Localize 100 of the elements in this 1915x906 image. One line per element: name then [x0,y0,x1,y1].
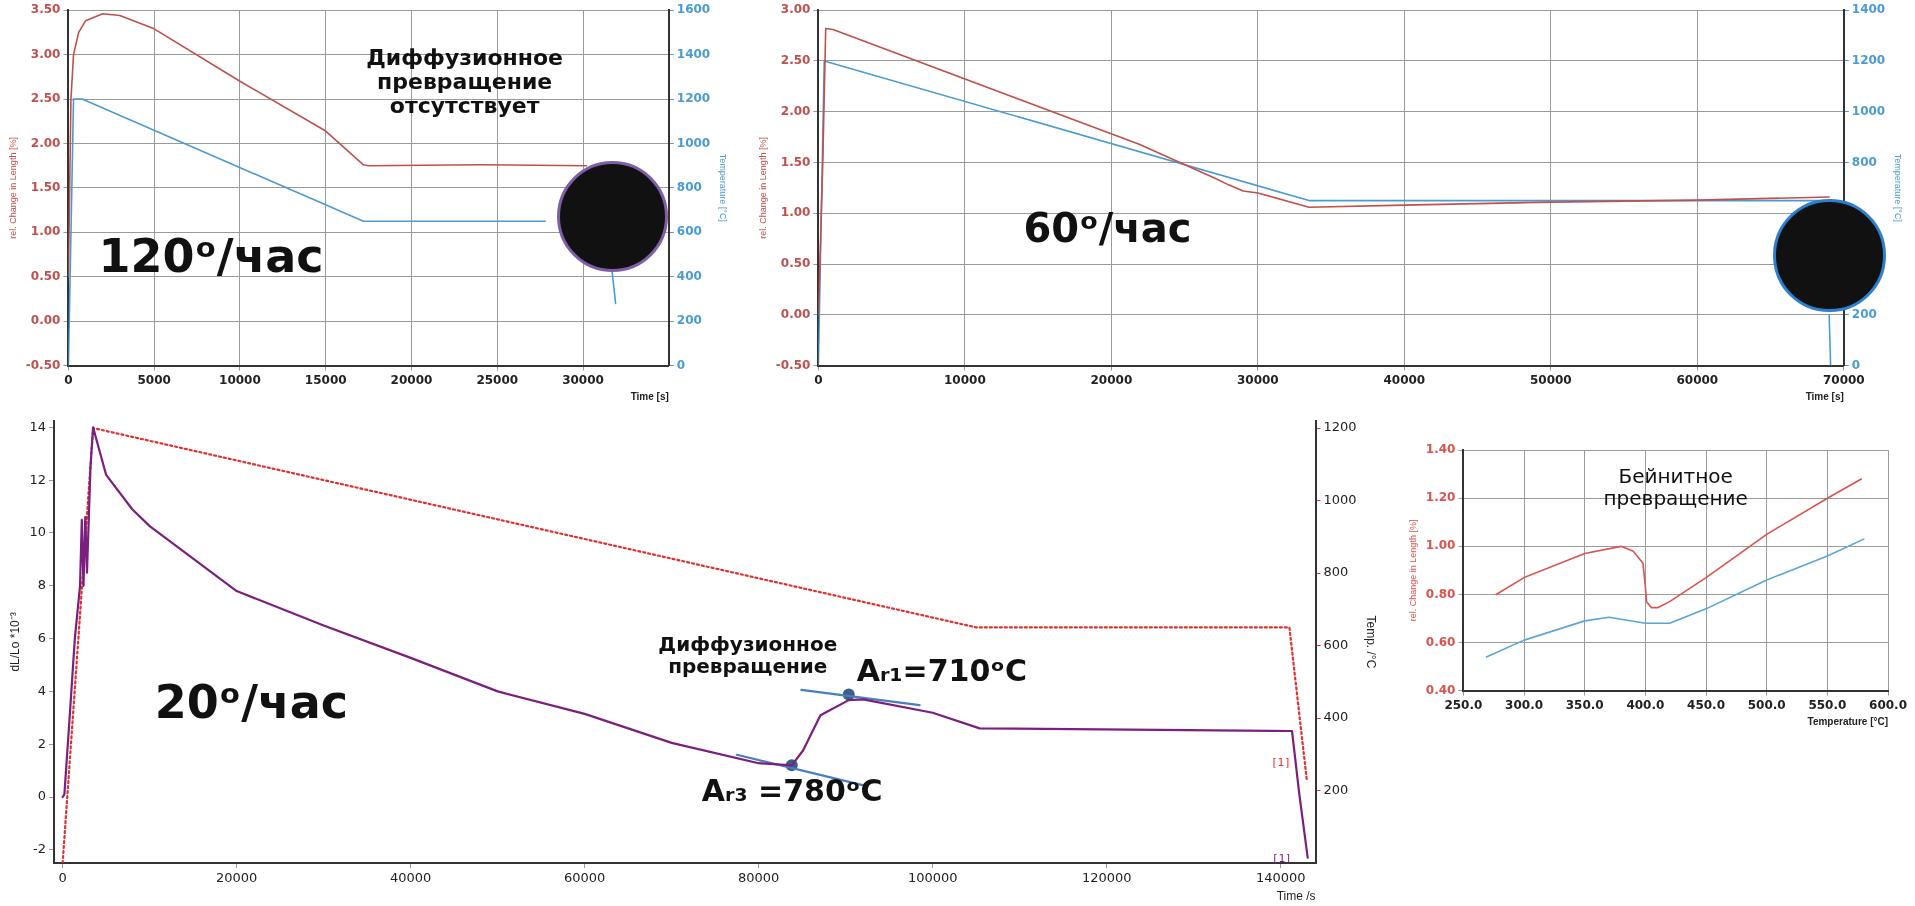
x-tick-label: 400.0 [1626,697,1665,712]
y2-tick-label: 1200 [1851,53,1886,68]
y2-tick-label: 1200 [1323,419,1357,435]
y-tick-label: 1.50 [780,154,811,169]
y-tick-label: 0.60 [1425,634,1456,649]
series-label: [1] [1270,756,1291,770]
y-tick-label: 1.00 [1425,538,1456,553]
y2-axis-title: Temp. /°C [1364,615,1379,669]
annotation: 20ᵒ/час [154,675,349,730]
series-label: [1] [1271,851,1292,865]
y-tick-label: 2.00 [30,135,61,150]
x-tick-label: 40000 [389,870,432,886]
x-tick-label: 40000 [1383,372,1426,387]
x-tick-label: 30000 [562,372,604,387]
y2-tick-label: 200 [1851,306,1877,321]
x-tick-label: 10000 [219,372,261,387]
y-tick-label: 0.80 [1425,586,1456,601]
y-tick-label: 8 [37,577,46,593]
y-tick-label: 0.50 [30,268,61,283]
x-tick-label: 500.0 [1747,697,1786,712]
annotation: Aᵣ₁=710ᵒC [856,652,1027,688]
x-tick-label: 120000 [1081,870,1132,886]
y2-tick-label: 0 [676,357,686,372]
x-axis-title: Temperature [°C] [1807,715,1889,727]
y2-tick-label: 1000 [676,135,711,150]
y-tick-label: 1.20 [1425,490,1456,505]
x-tick-label: 50000 [1529,372,1572,387]
y2-tick-label: 1200 [676,91,711,106]
annotation: Бейнитное превращение [1602,463,1749,510]
y-tick-label: -0.50 [25,357,61,372]
y-tick-label: 2 [37,735,46,751]
x-tick-label: 20000 [215,870,258,886]
y-tick-label: 2.00 [780,103,811,118]
y2-tick-label: 200 [676,313,702,328]
x-tick-label: 30000 [1236,372,1279,387]
y2-tick-label: 1600 [676,2,711,17]
x-tick-label: 80000 [738,870,780,886]
y-tick-label: 0 [37,788,46,804]
y-tick-label: 2.50 [30,91,61,106]
x-tick-label: 20000 [1090,372,1133,387]
x-tick-label: 5000 [137,372,171,387]
y2-tick-label: 200 [1323,781,1349,797]
x-tick-label: 70000 [1822,372,1865,387]
y-tick-label: 0.40 [1425,682,1456,697]
y-tick-label: 0.50 [780,256,811,271]
y-tick-label: 3.00 [30,46,61,61]
y2-tick-label: 600 [1323,636,1349,652]
y-tick-label: 10 [29,524,46,540]
y2-tick-label: 1000 [1323,491,1357,507]
x-tick-label: 0 [64,372,73,387]
annotation: Aᵣ₃ =780ᵒC [701,773,883,809]
y-tick-label: -0.50 [775,357,811,372]
x-tick-label: 600.0 [1869,697,1908,712]
annotation: 60ᵒ/час [1023,204,1192,251]
y-tick-label: 3.00 [780,2,811,17]
y-axis-title: rel. Change in Length [%] [757,137,768,239]
y2-tick-label: 400 [676,268,702,283]
y2-tick-label: 400 [1323,709,1349,725]
y2-tick-label: 1000 [1851,103,1886,118]
y-tick-label: 3.50 [30,2,61,17]
y-tick-label: 2.50 [780,53,811,68]
y-tick-label: 1.00 [780,205,811,220]
y2-tick-label: 0 [1851,357,1861,372]
x-tick-label: 60000 [563,870,606,886]
x-axis-title: Time [s] [630,390,669,402]
x-tick-label: 550.0 [1808,697,1847,712]
y-axis-title: dL/Lo *10⁻³ [7,612,22,672]
y2-tick-label: 800 [1323,564,1349,580]
y2-axis-title: Temperature [°C] [718,153,729,222]
annotation: Диффузионное превращение [658,632,838,679]
x-tick-label: 60000 [1676,372,1719,387]
y-tick-label: 12 [29,471,46,487]
y-tick-label: 1.50 [30,180,61,195]
y-axis-title: rel. Change in Length [%] [1407,519,1418,622]
x-tick-label: 140000 [1255,870,1306,886]
y2-axis-title: Temperature [°C] [1893,153,1904,222]
annotation: Диффузионное превращение отсутствует [365,44,565,119]
y-tick-label: -2 [32,841,46,857]
y-tick-label: 1.40 [1425,442,1456,457]
x-tick-label: 0 [814,372,823,387]
y-tick-label: 4 [37,682,46,698]
x-axis-title: Time [s] [1805,390,1844,402]
y-tick-label: 0.00 [780,306,811,321]
y2-tick-label: 800 [676,180,702,195]
x-axis-title: Time /s [1276,889,1316,904]
y-tick-label: 6 [37,629,46,645]
y-axis-title: rel. Change in Length [%] [7,137,18,239]
x-tick-label: 10000 [944,372,986,387]
x-tick-label: 450.0 [1687,697,1726,712]
y2-tick-label: 600 [676,224,702,239]
x-tick-label: 250.0 [1444,697,1483,712]
y2-tick-label: 1400 [676,46,711,61]
y2-tick-label: 1400 [1851,2,1886,17]
x-tick-label: 20000 [390,372,433,387]
y-tick-label: 1.00 [30,224,61,239]
y2-tick-label: 800 [1851,154,1877,169]
x-tick-label: 300.0 [1505,697,1544,712]
y-tick-label: 14 [29,418,46,434]
x-tick-label: 100000 [907,870,958,886]
x-tick-label: 350.0 [1565,697,1604,712]
